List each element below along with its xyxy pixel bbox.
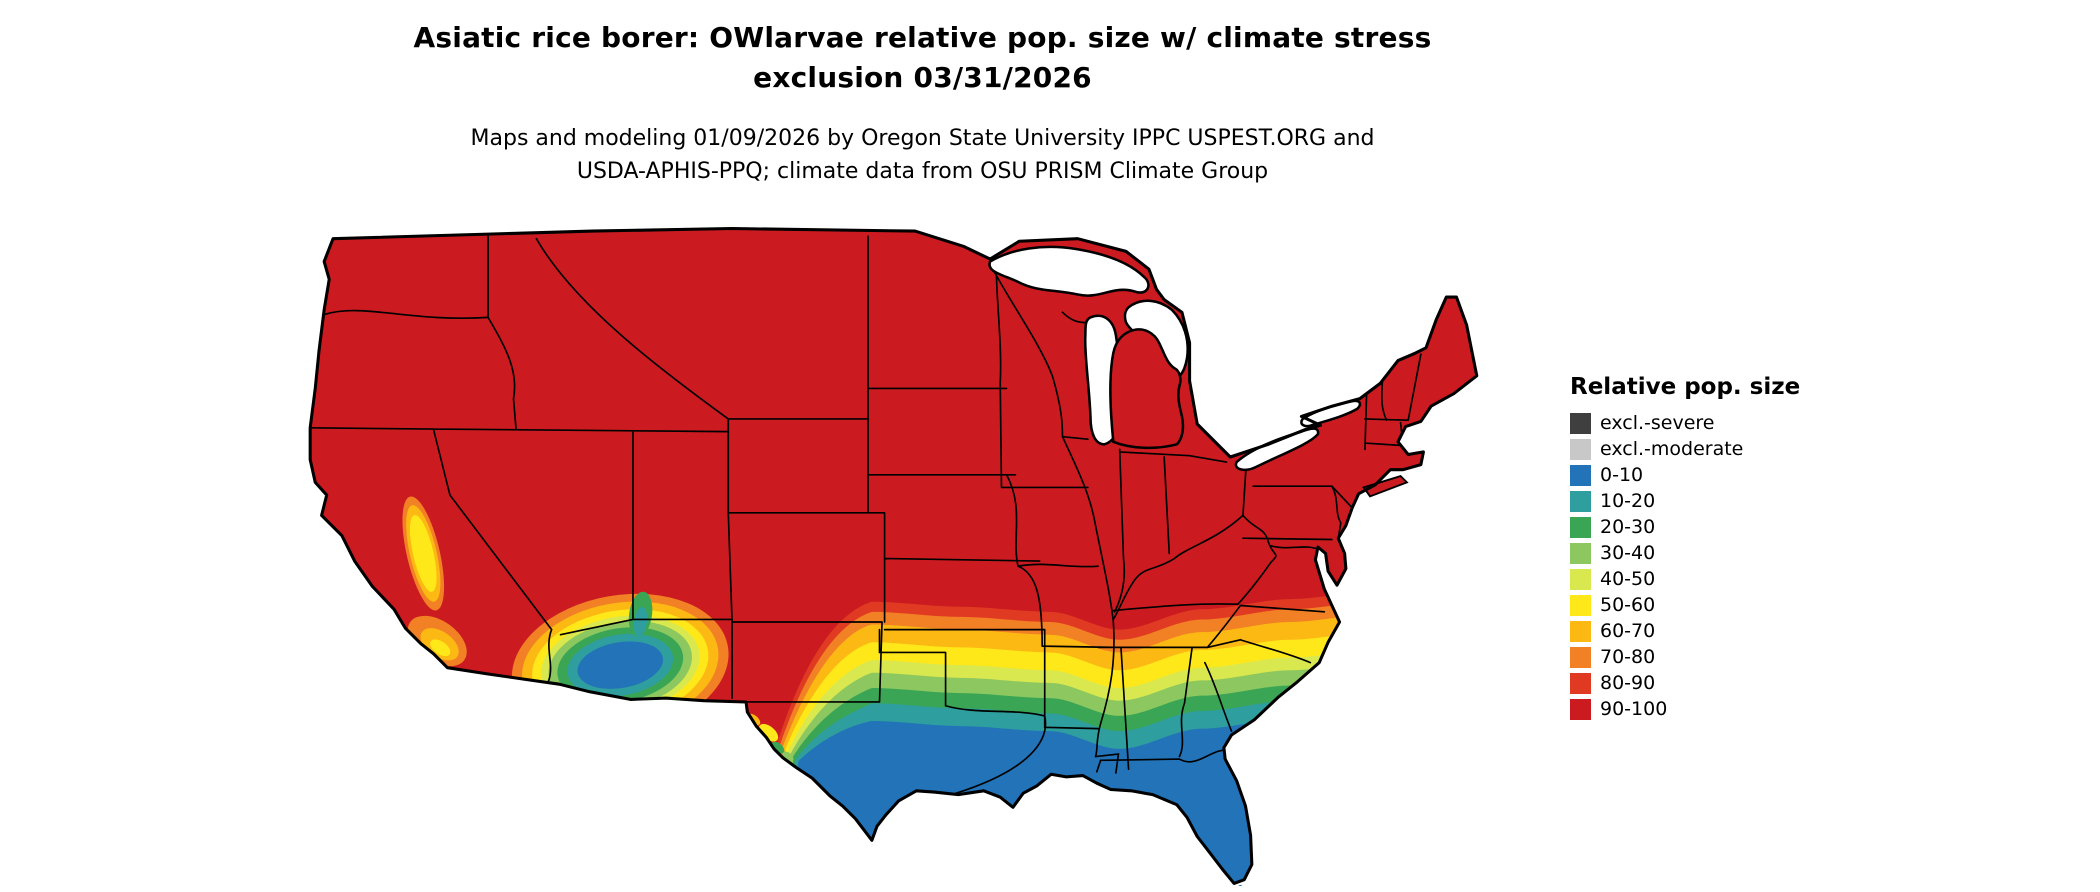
legend-row: 0-10 bbox=[1570, 462, 1800, 488]
legend-label: 40-50 bbox=[1600, 568, 1656, 590]
speck-excl-severe bbox=[428, 658, 433, 663]
legend-row: 80-90 bbox=[1570, 670, 1800, 696]
legend: Relative pop. size excl.-severe excl.-mo… bbox=[1570, 374, 1800, 722]
map-fill-layer bbox=[310, 228, 1477, 884]
legend-swatch-70-80 bbox=[1570, 646, 1591, 668]
rio-grande-specks bbox=[758, 723, 779, 742]
map-title-line2: exclusion 03/31/2026 bbox=[753, 61, 1092, 94]
legend-swatch-excl-severe bbox=[1570, 412, 1591, 434]
central-valley-zone bbox=[402, 496, 445, 611]
legend-swatch-30-40 bbox=[1570, 542, 1591, 564]
legend-label: 90-100 bbox=[1600, 698, 1668, 720]
florida-keys bbox=[1238, 884, 1243, 886]
desert-ring-0-10 bbox=[577, 641, 663, 689]
long-island bbox=[1362, 474, 1409, 498]
colorado-river-finger-teal bbox=[633, 606, 648, 638]
great-lakes bbox=[988, 245, 1362, 472]
legend-swatch-excl-moderate bbox=[1570, 438, 1591, 460]
legend-label: excl.-moderate bbox=[1600, 438, 1744, 460]
legend-swatch-40-50 bbox=[1570, 568, 1591, 590]
legend-swatch-50-60 bbox=[1570, 594, 1591, 616]
legend-swatch-10-20 bbox=[1570, 490, 1591, 512]
state-borders bbox=[310, 231, 1422, 795]
legend-row: 40-50 bbox=[1570, 566, 1800, 592]
legend-row: excl.-severe bbox=[1570, 410, 1800, 436]
legend-label: 30-40 bbox=[1600, 542, 1656, 564]
legend-row: excl.-moderate bbox=[1570, 436, 1800, 462]
map-title: Asiatic rice borer: OWlarvae relative po… bbox=[0, 18, 1845, 98]
speck-excl-moderate bbox=[419, 649, 425, 655]
legend-swatch-60-70 bbox=[1570, 620, 1591, 642]
legend-title: Relative pop. size bbox=[1570, 374, 1801, 400]
legend-swatch-0-10 bbox=[1570, 464, 1591, 486]
legend-label: 60-70 bbox=[1600, 620, 1656, 642]
speck-50-60 bbox=[758, 723, 779, 742]
legend-row: 70-80 bbox=[1570, 644, 1800, 670]
legend-label: 70-80 bbox=[1600, 646, 1656, 668]
lake-superior bbox=[988, 245, 1150, 297]
michigan-mitten bbox=[1109, 328, 1185, 450]
legend-label: 80-90 bbox=[1600, 672, 1656, 694]
legend-swatch-90-100 bbox=[1570, 698, 1591, 720]
legend-row: 90-100 bbox=[1570, 696, 1800, 722]
legend-label: 50-60 bbox=[1600, 594, 1656, 616]
legend-row: 10-20 bbox=[1570, 488, 1800, 514]
legend-swatch-80-90 bbox=[1570, 672, 1591, 694]
legend-label: 20-30 bbox=[1600, 516, 1656, 538]
legend-label: 0-10 bbox=[1600, 464, 1644, 486]
map-title-line1: Asiatic rice borer: OWlarvae relative po… bbox=[413, 21, 1432, 54]
legend-row: 50-60 bbox=[1570, 592, 1800, 618]
legend-row: 20-30 bbox=[1570, 514, 1800, 540]
us-map bbox=[308, 227, 1479, 886]
valley-ring-50-60 bbox=[409, 515, 437, 592]
socal-ring-50-60 bbox=[430, 639, 451, 657]
legend-row: 30-40 bbox=[1570, 540, 1800, 566]
legend-swatch-20-30 bbox=[1570, 516, 1591, 538]
legend-label: excl.-severe bbox=[1600, 412, 1715, 434]
map-subtitle-line1: Maps and modeling 01/09/2026 by Oregon S… bbox=[470, 126, 1375, 151]
map-subtitle: Maps and modeling 01/09/2026 by Oregon S… bbox=[0, 122, 1845, 188]
map-subtitle-line2: USDA-APHIS-PPQ; climate data from OSU PR… bbox=[576, 159, 1269, 184]
legend-row: 60-70 bbox=[1570, 618, 1800, 644]
legend-label: 10-20 bbox=[1600, 490, 1656, 512]
